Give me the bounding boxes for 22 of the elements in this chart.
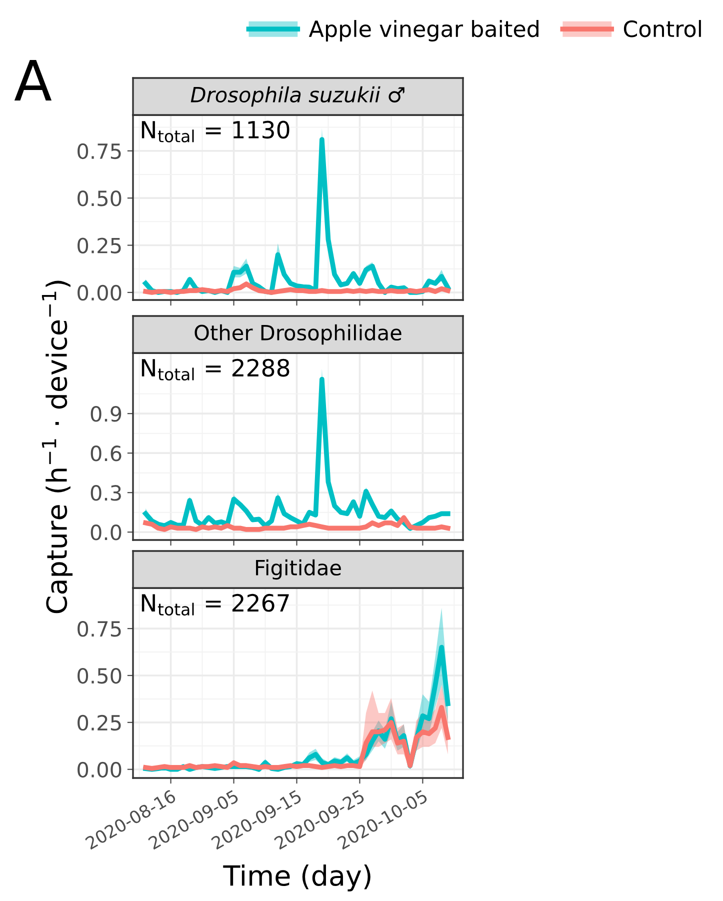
legend-label: Apple vinegar baited — [308, 20, 538, 42]
y-tick-label: 0.25 — [78, 714, 121, 731]
y-tick-label: 0.50 — [78, 190, 122, 206]
annotation: N$_{total}$ = 2288 — [142, 358, 290, 380]
y-tick-label: 0.00 — [78, 284, 122, 301]
y-tick-label: 0.25 — [78, 238, 121, 254]
y-tick-label: 0.3 — [90, 485, 121, 501]
y-tick-label: 0.75 — [78, 621, 121, 637]
y-tick-label: 0.75 — [78, 143, 121, 160]
chart-title: Drosophila suzukii ♂ — [190, 86, 404, 107]
y-tick-label: 0.0 — [90, 524, 122, 540]
annotation: N$_{total}$ = 1130 — [142, 120, 290, 142]
chart-title: Figitidae — [256, 559, 341, 580]
y-tick-label: 0.00 — [78, 762, 122, 778]
x-axis-title: Time (day) — [223, 864, 370, 892]
text: A — [14, 60, 52, 100]
legend-label: Control — [624, 20, 701, 38]
y-tick-label: 0.50 — [78, 668, 122, 684]
annotation: N$_{total}$ = 2267 — [142, 594, 289, 616]
y-axis-title: Capture (h$^{−1}$ · device$^{−1}$) — [42, 280, 73, 614]
y-tick-label: 0.9 — [90, 406, 122, 422]
y-tick-label: 0.6 — [90, 446, 122, 462]
